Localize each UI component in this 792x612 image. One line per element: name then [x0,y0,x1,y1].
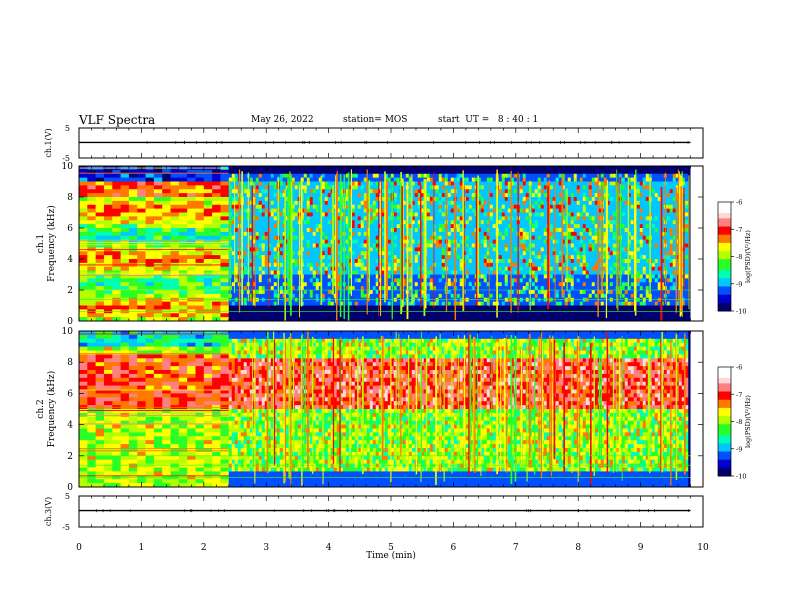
colorbar-tick-ch2-spectrogram: -8 [736,418,742,426]
colorbar-tick-ch1-spectrogram: -10 [736,308,746,316]
colorbar-label-ch2-spectrogram: log(PSD)(V²/Hz) [744,395,752,448]
spectrogram-ch1-spectrogram [79,166,691,322]
colorbar-ch2-spectrogram: -6 -7 -8 -9 -10 log(PSD)(V²/Hz) [717,364,752,481]
xtick-label: 7 [513,543,519,553]
colorbar-tick-ch2-spectrogram: -10 [736,473,746,481]
colorbar-tick-ch2-spectrogram: -7 [736,391,742,399]
ylabel-channel-ch1-spectrogram: ch.1 [36,234,46,253]
xtick-label: 2 [201,543,207,553]
ytick-label-ch1-waveform: 5 [65,124,70,133]
ytick-label-ch2-spectrogram: 8 [67,358,73,368]
xtick-label: 0 [76,543,82,553]
xtick-label: 8 [575,543,581,553]
colorbar-tick-ch1-spectrogram: -6 [736,199,742,207]
header-title: VLF Spectra [79,113,156,127]
ytick-label-ch2-spectrogram: 2 [67,452,73,462]
ytick-label-ch1-spectrogram: 6 [67,224,73,234]
xtick-label: 3 [263,543,269,553]
ytick-label-ch1-spectrogram: 4 [67,255,73,265]
ytick-label-ch1-spectrogram: 10 [62,162,74,172]
ylabel-ch1-waveform: ch.1(V) [44,128,53,157]
colorbar-tick-ch2-spectrogram: -9 [736,445,742,453]
xaxis-label: Time (min) [366,550,416,561]
colorbar-tick-ch1-spectrogram: -9 [736,280,742,288]
header-station: station= MOS [343,115,408,125]
ytick-label-ch2-spectrogram: 6 [67,389,73,399]
ytick-label-ch2-spectrogram: 10 [62,327,74,337]
xtick-label: 1 [139,543,145,553]
ylabel-frequency-ch1-spectrogram: Frequency (kHz) [46,205,57,282]
header-date: May 26, 2022 [251,115,314,125]
spectrogram-ch2-spectrogram [79,331,691,488]
header-start-time: start UT = 8 : 40 : 1 [438,115,539,125]
colorbar-tick-ch1-spectrogram: -7 [736,226,742,234]
ytick-label-ch2-spectrogram: 4 [67,421,73,431]
colorbar-ch1-spectrogram: -6 -7 -8 -9 -10 log(PSD)(V²/Hz) [717,199,752,316]
colorbar-tick-ch1-spectrogram: -8 [736,253,742,261]
ytick-label-ch1-spectrogram: 2 [67,286,73,296]
ytick-label-ch1-spectrogram: 8 [67,193,73,203]
ytick-label-ch1-waveform: -5 [62,154,70,163]
colorbar-tick-ch2-spectrogram: -6 [736,364,742,372]
ytick-label-ch3-waveform: 5 [65,492,70,501]
ylabel-frequency-ch2-spectrogram: Frequency (kHz) [46,371,57,448]
xtick-label: 9 [638,543,644,553]
xtick-label: 5 [388,543,394,553]
xtick-label: 6 [451,543,457,553]
ylabel-channel-ch2-spectrogram: ch.2 [36,399,46,418]
colorbar-label-ch1-spectrogram: log(PSD)(V²/Hz) [744,230,752,283]
ytick-label-ch2-spectrogram: 0 [67,483,73,493]
ylabel-ch3-waveform: ch.3(V) [44,497,53,526]
ytick-label-ch3-waveform: -5 [62,523,70,532]
ytick-label-ch1-spectrogram: 0 [67,317,73,327]
xtick-label: 10 [697,543,709,553]
xtick-label: 4 [326,543,332,553]
